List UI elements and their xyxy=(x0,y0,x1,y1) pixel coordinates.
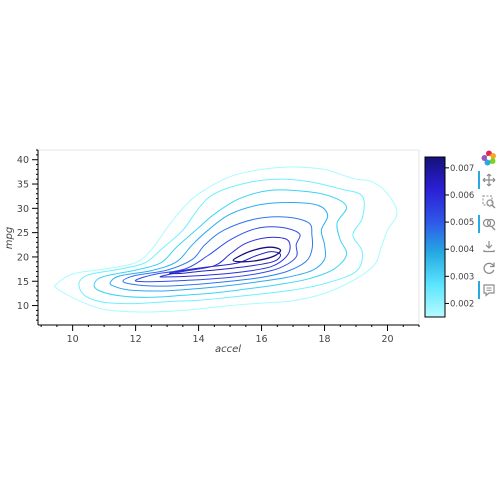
colorbar-tick-label: 0.004 xyxy=(450,245,474,255)
wheel-zoom-icon xyxy=(482,218,496,231)
bokeh-logo-icon xyxy=(481,150,496,166)
colorbar-tick-label: 0.006 xyxy=(450,191,474,201)
pan-tool-button[interactable] xyxy=(478,169,500,191)
contour-level-4 xyxy=(122,216,314,287)
colorbar-tick-label: 0.003 xyxy=(450,272,474,282)
plot-area xyxy=(37,149,420,326)
x-tick-label: 10 xyxy=(67,334,79,345)
wheel-zoom-tool-button[interactable] xyxy=(478,213,500,235)
y-tick-label: 35 xyxy=(17,180,29,191)
x-tick-label: 16 xyxy=(256,334,268,345)
y-tick-label: 40 xyxy=(17,155,29,166)
colorbar-tick-label: 0.007 xyxy=(450,164,474,174)
colorbar-tick-label: 0.002 xyxy=(450,299,474,309)
colorbar-tick-label: 0.005 xyxy=(450,218,474,228)
y-axis: 10 15 20 25 30 35 40 xyxy=(17,149,39,325)
y-tick-label: 30 xyxy=(17,204,29,215)
y-tick-label: 15 xyxy=(17,277,29,288)
bokeh-logo[interactable] xyxy=(478,147,500,169)
y-axis-label: mpg xyxy=(4,227,15,249)
colorbar xyxy=(424,156,446,318)
contour-level-5 xyxy=(134,226,301,283)
x-axis-label: accel xyxy=(215,344,241,355)
colorbar-ticks: 0.002 0.003 0.004 0.005 0.006 0.007 xyxy=(445,164,474,309)
reset-icon xyxy=(483,262,495,274)
save-tool-button[interactable] xyxy=(478,235,500,257)
contour-level-1 xyxy=(78,178,365,305)
x-tick-label: 18 xyxy=(318,334,330,345)
contour-level-0 xyxy=(54,166,398,313)
active-indicator xyxy=(478,215,480,233)
y-tick-label: 10 xyxy=(17,301,29,312)
active-indicator xyxy=(478,171,480,189)
x-tick-label: 12 xyxy=(130,334,142,345)
y-tick-label: 25 xyxy=(17,228,29,239)
pan-icon xyxy=(482,173,496,187)
contour-level-7 xyxy=(169,251,282,275)
contour-lines xyxy=(54,166,398,313)
hover-icon xyxy=(483,284,495,297)
x-tick-label: 20 xyxy=(381,334,393,345)
reset-tool-button[interactable] xyxy=(478,257,500,279)
box-zoom-icon xyxy=(482,195,496,209)
active-indicator xyxy=(478,281,480,299)
y-tick-label: 20 xyxy=(17,252,29,263)
contour-level-3 xyxy=(109,201,329,292)
save-icon xyxy=(483,241,495,253)
contour-level-6 xyxy=(159,236,291,278)
hover-tool-button[interactable] xyxy=(478,279,500,301)
x-axis: 10 12 14 16 18 20 xyxy=(38,324,420,345)
contour-level-2 xyxy=(93,189,348,298)
x-tick-label: 14 xyxy=(193,334,205,345)
box-zoom-tool-button[interactable] xyxy=(478,191,500,213)
contour-level-8 xyxy=(232,246,282,263)
